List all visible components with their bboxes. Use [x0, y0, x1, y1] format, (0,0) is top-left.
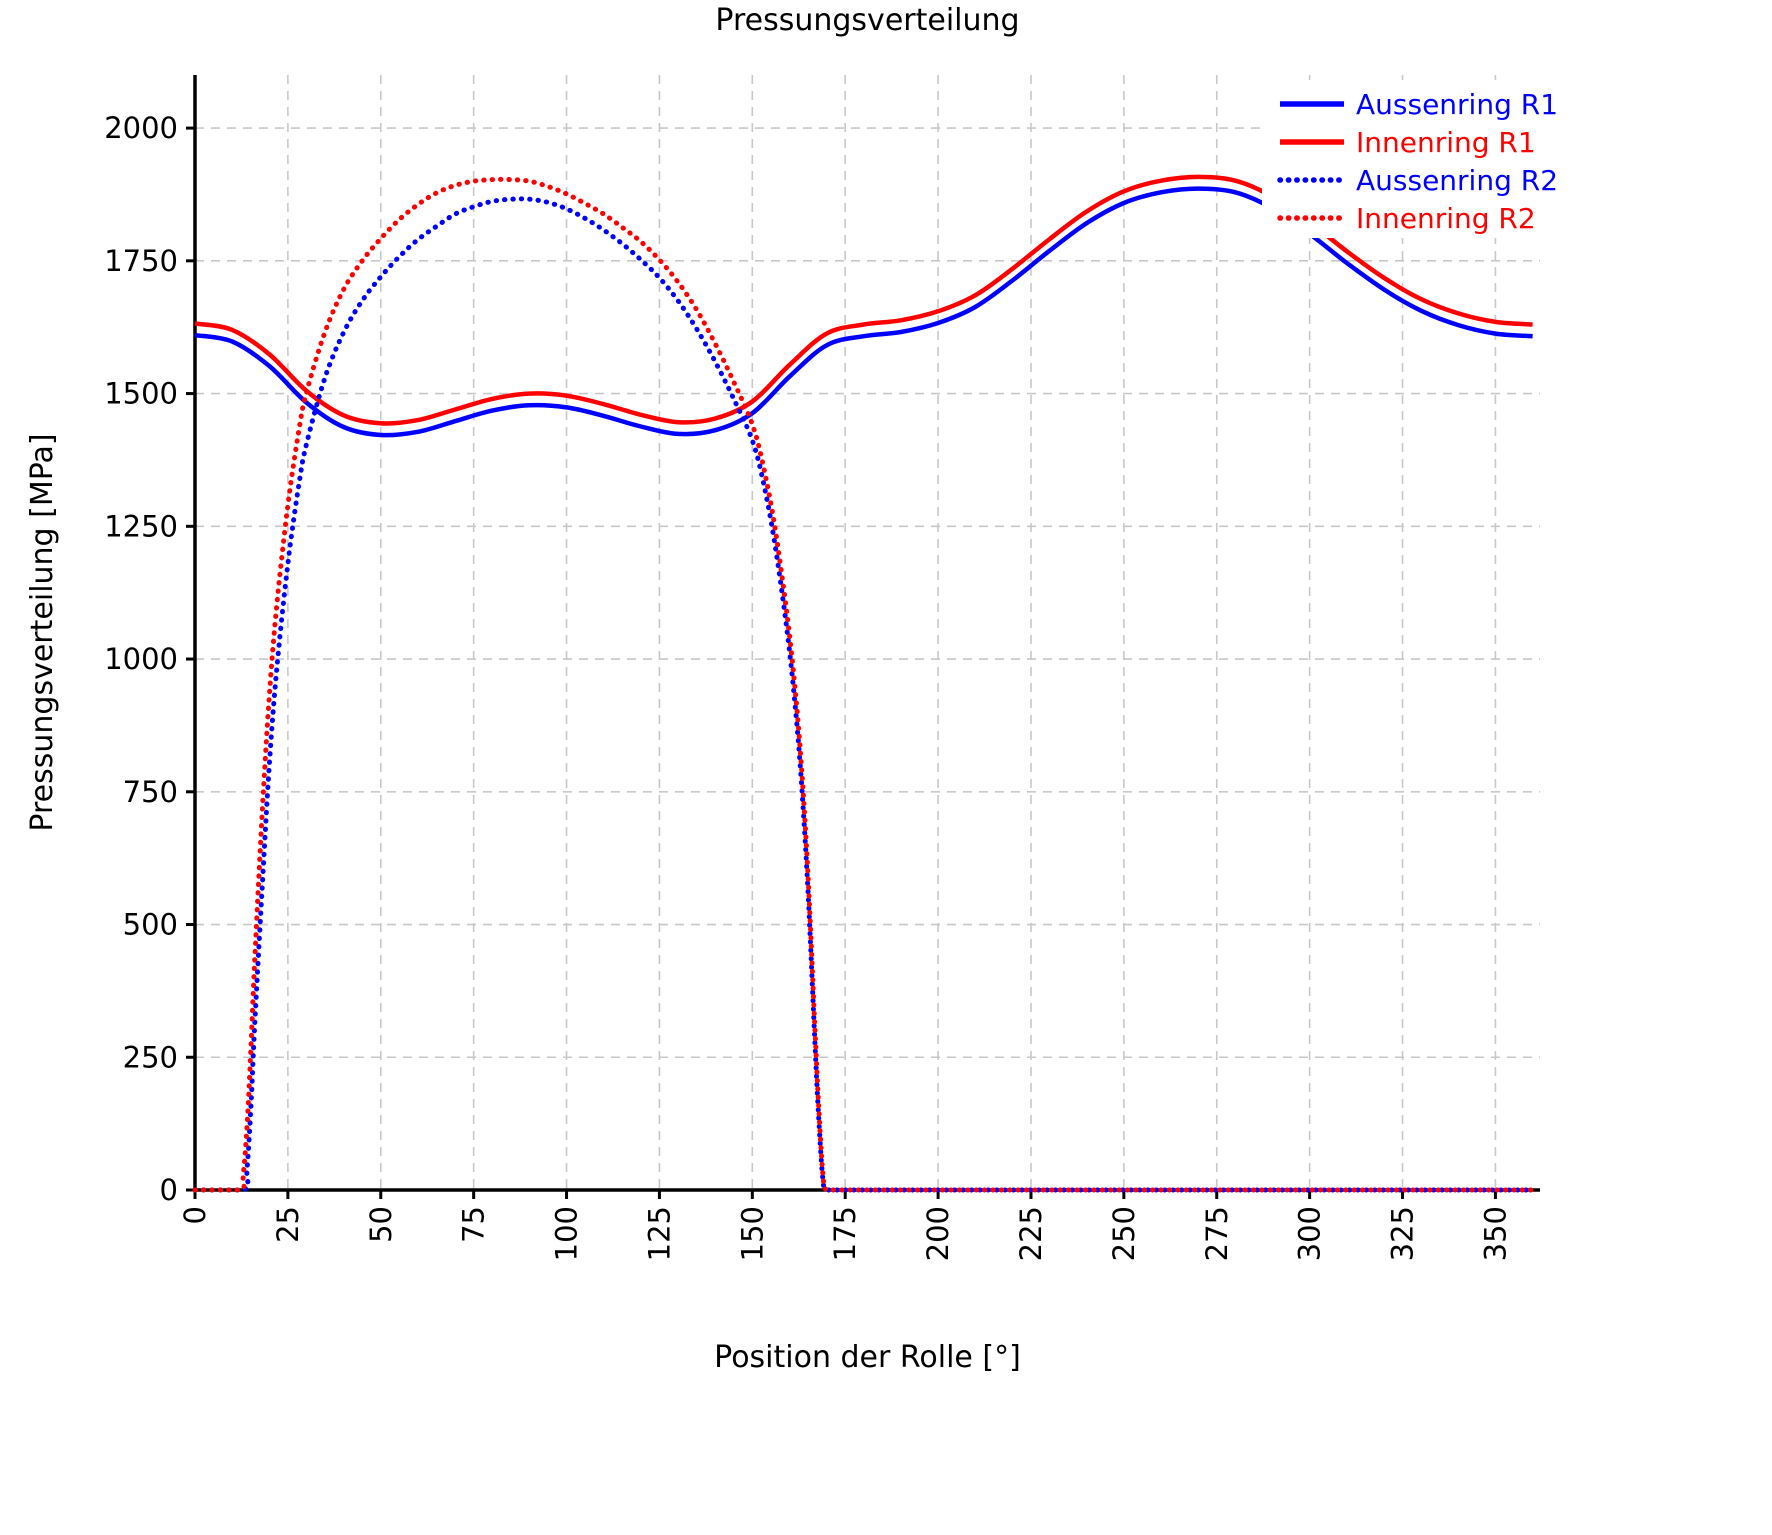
x-tick-label: 225	[1014, 1206, 1048, 1261]
y-tick-label: 250	[123, 1040, 178, 1074]
x-tick-label: 350	[1478, 1206, 1512, 1261]
y-tick-label: 1000	[104, 642, 178, 676]
series-innenring-r2	[192, 176, 1536, 1193]
gridlines	[195, 75, 1540, 1190]
y-tick-label: 500	[123, 908, 178, 942]
legend-label: Aussenring R2	[1356, 164, 1558, 197]
x-tick-label: 150	[735, 1206, 769, 1261]
x-tick-label: 175	[828, 1206, 862, 1261]
x-tick-label: 200	[921, 1206, 955, 1261]
legend-label: Innenring R1	[1356, 126, 1536, 159]
y-axis-title: Pressungsverteilung [MPa]	[25, 433, 60, 831]
series-aussenring-r2	[192, 196, 1536, 1193]
x-tick-label: 50	[364, 1206, 398, 1243]
tick-labels: 0 250 500 750 1000 1250 1500 1750 2000 0 25 50 75 100…	[104, 111, 1512, 1261]
x-tick-label: 275	[1200, 1206, 1234, 1261]
x-tick-label: 250	[1107, 1206, 1141, 1261]
y-tick-label: 2000	[104, 111, 178, 145]
y-tick-label: 1750	[104, 244, 178, 278]
chart-title: Pressungsverteilung	[715, 3, 1019, 38]
x-tick-label: 75	[457, 1206, 491, 1243]
y-tick-label: 750	[123, 775, 178, 809]
x-tick-label: 125	[642, 1206, 676, 1261]
x-axis-title: Position der Rolle [°]	[714, 1340, 1021, 1375]
legend: Aussenring R1 Innenring R1 Aussenring R2 In…	[1262, 80, 1558, 238]
legend-label: Aussenring R1	[1356, 88, 1558, 121]
x-tick-label: 300	[1293, 1206, 1327, 1261]
x-tick-label: 25	[271, 1206, 305, 1243]
x-tick-label: 0	[178, 1206, 212, 1224]
y-tick-label: 1500	[104, 377, 178, 411]
x-tick-label: 325	[1386, 1206, 1420, 1261]
y-tick-label: 0	[160, 1173, 178, 1207]
x-tick-label: 100	[550, 1206, 584, 1261]
y-tick-label: 1250	[104, 509, 178, 543]
legend-label: Innenring R2	[1356, 202, 1536, 235]
